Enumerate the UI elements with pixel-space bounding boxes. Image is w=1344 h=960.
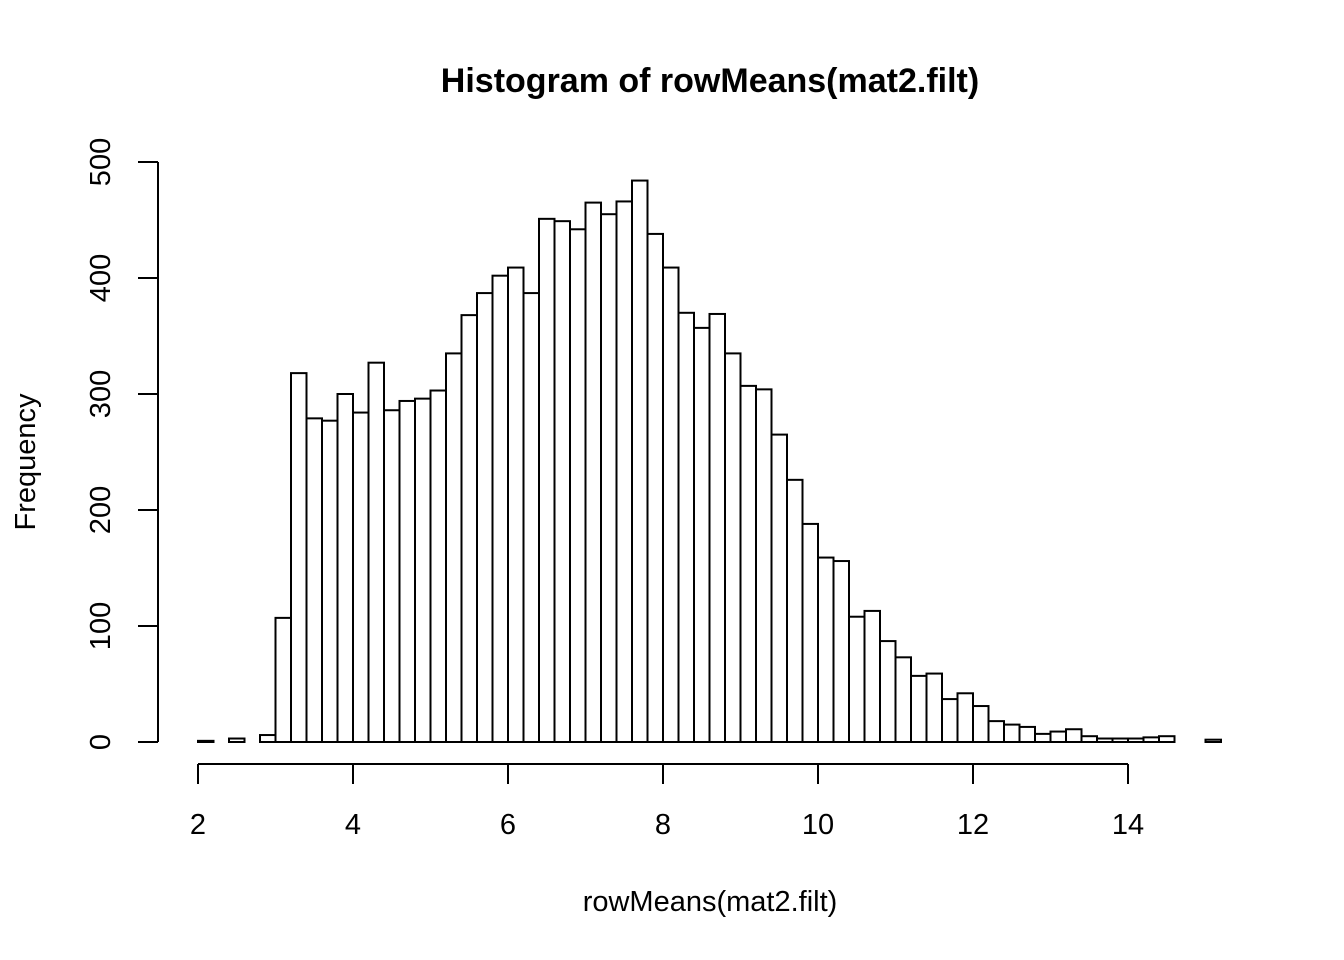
histogram-bar [662,266,680,743]
histogram-bar [352,411,370,743]
histogram-bar [941,698,959,744]
histogram-bar [491,274,509,743]
histogram-bar [1142,736,1160,743]
histogram-bar [1034,732,1052,744]
histogram-bar [693,326,711,743]
histogram-bar [708,312,726,743]
chart-title: Histogram of rowMeans(mat2.filt) [441,62,979,100]
x-tick-label: 8 [655,809,671,841]
histogram-bar [863,609,881,743]
y-tick-label: 100 [85,602,117,650]
histogram-bar [1111,737,1129,744]
y-tick-label: 200 [85,486,117,534]
y-axis: 0 100 200 300 400 500 [85,138,159,750]
histogram-bar [1127,737,1145,744]
histogram-bar [398,399,416,743]
x-axis-label: rowMeans(mat2.filt) [583,886,838,918]
histogram-bar [553,220,571,744]
histogram-bar [987,720,1005,743]
histogram-bar [522,292,540,743]
y-axis-label: Frequency [10,393,42,531]
x-tick-label: 14 [1112,809,1144,841]
histogram-bar [197,739,215,744]
histogram-bar [817,556,835,743]
histogram-bar [1018,725,1036,743]
histogram-bar [1096,737,1114,744]
histogram-bar [739,384,757,743]
histogram-bar [1158,735,1176,744]
histogram-bar [305,417,323,743]
x-tick-label: 2 [190,809,206,841]
histogram-bar [228,737,246,744]
histogram-bar [631,179,649,743]
histogram-bar [274,616,292,744]
histogram-bar [677,311,695,743]
histogram-bar [615,200,633,743]
x-tick-label: 10 [802,809,834,841]
histogram-bar [538,217,556,743]
histogram-bar [367,361,385,743]
histogram-bar [832,560,850,743]
histogram-bar [259,734,277,743]
x-axis: 2 4 6 8 10 12 14 [190,763,1144,841]
histogram-bar [848,615,866,743]
histogram-bar [1065,728,1083,743]
histogram-bar [1204,738,1222,743]
histogram-bar [321,419,339,743]
histogram-bar [646,232,664,743]
histogram-bar [460,314,478,743]
histogram-bar [429,389,447,743]
histogram-bar [1049,730,1067,743]
histogram-bar [600,213,618,743]
histogram-bar [336,393,354,743]
x-tick-label: 4 [345,809,361,841]
histogram-bar [801,522,819,743]
histogram-bar [755,388,773,743]
histogram-bar [584,201,602,744]
histogram-bar [770,433,788,743]
histogram-bar [786,478,804,743]
y-tick-label: 300 [85,370,117,418]
histogram-bar [724,352,742,743]
histogram-bar [972,705,990,743]
x-tick-label: 12 [957,809,989,841]
histogram-bar [383,409,401,743]
histogram-bars [197,179,1222,744]
histogram-bar [879,640,897,744]
histogram-bar [925,672,943,743]
histogram-bar [894,656,912,744]
histogram-bar [476,292,494,743]
histogram-bar [569,228,587,743]
y-tick-label: 400 [85,254,117,302]
histogram-bar [1003,723,1021,743]
histogram-bar [1080,735,1098,744]
histogram-bar [414,397,432,743]
x-tick-label: 6 [500,809,516,841]
histogram-bar [445,352,463,743]
histogram-bar [507,266,525,743]
histogram-bar [290,372,308,743]
y-tick-label: 0 [85,734,117,750]
histogram-bar [910,674,928,744]
histogram-bar [956,692,974,744]
y-tick-label: 500 [85,138,117,186]
